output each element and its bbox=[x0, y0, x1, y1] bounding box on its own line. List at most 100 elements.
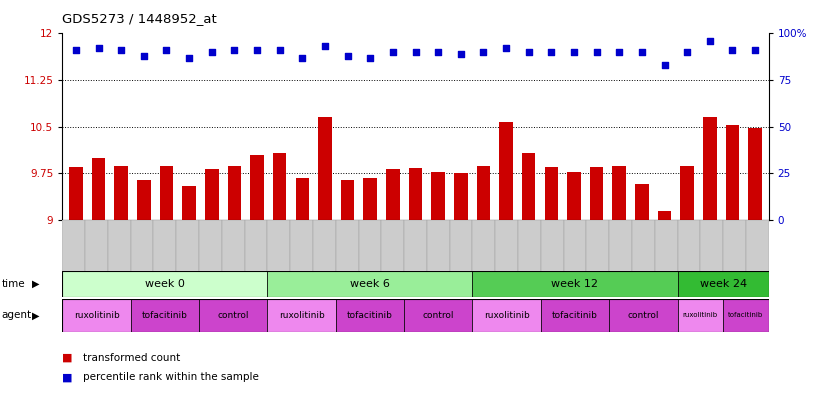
Bar bbox=[222, 220, 244, 291]
Bar bbox=[130, 220, 154, 291]
Bar bbox=[609, 299, 677, 332]
Bar bbox=[318, 118, 332, 220]
Bar bbox=[62, 220, 85, 291]
Bar bbox=[703, 118, 716, 220]
Bar bbox=[677, 271, 769, 297]
Bar bbox=[182, 186, 196, 220]
Bar bbox=[228, 166, 241, 220]
Bar bbox=[473, 220, 495, 291]
Bar bbox=[677, 220, 701, 291]
Point bbox=[544, 49, 558, 55]
Point bbox=[160, 47, 173, 53]
Bar bbox=[176, 220, 199, 291]
Text: ▶: ▶ bbox=[32, 310, 39, 320]
Point bbox=[522, 49, 535, 55]
Text: tofacitinib: tofacitinib bbox=[142, 311, 188, 320]
Point bbox=[296, 55, 309, 61]
Bar bbox=[341, 180, 354, 220]
Bar bbox=[477, 166, 490, 220]
Bar bbox=[273, 154, 287, 220]
Text: tofacitinib: tofacitinib bbox=[552, 311, 598, 320]
Point bbox=[612, 49, 626, 55]
Text: tofacitinib: tofacitinib bbox=[347, 311, 393, 320]
Bar bbox=[544, 167, 558, 220]
Bar bbox=[404, 220, 427, 291]
Bar bbox=[655, 220, 677, 291]
Text: week 6: week 6 bbox=[350, 279, 390, 289]
Bar bbox=[746, 220, 769, 291]
Bar bbox=[160, 166, 173, 220]
Bar bbox=[431, 172, 445, 220]
Point bbox=[431, 49, 445, 55]
Bar bbox=[199, 220, 222, 291]
Text: control: control bbox=[218, 311, 249, 320]
Bar bbox=[632, 220, 655, 291]
Bar bbox=[137, 180, 150, 220]
Bar bbox=[250, 155, 263, 220]
Point bbox=[228, 47, 241, 53]
Bar bbox=[386, 169, 400, 220]
Point bbox=[635, 49, 648, 55]
Bar bbox=[62, 299, 130, 332]
Bar bbox=[522, 154, 535, 220]
Point bbox=[590, 49, 603, 55]
Point bbox=[205, 49, 219, 55]
Text: ■: ■ bbox=[62, 353, 73, 363]
Bar bbox=[313, 220, 336, 291]
Point bbox=[364, 55, 377, 61]
Text: control: control bbox=[627, 311, 659, 320]
Bar bbox=[518, 220, 541, 291]
Bar bbox=[290, 220, 313, 291]
Bar bbox=[199, 299, 268, 332]
Point bbox=[137, 53, 150, 59]
Bar bbox=[69, 167, 83, 220]
Bar bbox=[681, 166, 694, 220]
Bar bbox=[85, 220, 108, 291]
Bar bbox=[62, 271, 268, 297]
Point bbox=[69, 47, 82, 53]
Text: week 24: week 24 bbox=[700, 279, 747, 289]
Bar bbox=[590, 167, 603, 220]
Point bbox=[115, 47, 128, 53]
Bar bbox=[677, 299, 723, 332]
Text: ▶: ▶ bbox=[32, 279, 39, 289]
Text: ruxolitinib: ruxolitinib bbox=[683, 312, 718, 318]
Bar bbox=[499, 122, 513, 220]
Point bbox=[658, 62, 671, 68]
Bar bbox=[154, 220, 176, 291]
Text: week 0: week 0 bbox=[145, 279, 184, 289]
Bar bbox=[268, 299, 336, 332]
Point bbox=[409, 49, 422, 55]
Bar bbox=[568, 172, 581, 220]
Point bbox=[92, 45, 106, 51]
Bar bbox=[723, 220, 746, 291]
Point bbox=[273, 47, 287, 53]
Point bbox=[749, 47, 762, 53]
Text: percentile rank within the sample: percentile rank within the sample bbox=[83, 372, 259, 382]
Bar bbox=[91, 158, 106, 220]
Bar bbox=[268, 271, 473, 297]
Bar bbox=[495, 220, 518, 291]
Bar bbox=[336, 220, 358, 291]
Bar bbox=[244, 220, 268, 291]
Bar bbox=[296, 178, 309, 220]
Bar bbox=[427, 220, 450, 291]
Bar bbox=[205, 169, 219, 220]
Point bbox=[250, 47, 263, 53]
Bar bbox=[336, 299, 404, 332]
Bar bbox=[358, 220, 381, 291]
Point bbox=[499, 45, 513, 51]
Bar bbox=[404, 299, 473, 332]
Text: control: control bbox=[422, 311, 454, 320]
Bar bbox=[268, 220, 290, 291]
Bar bbox=[115, 166, 128, 220]
Bar bbox=[612, 166, 626, 220]
Point bbox=[341, 53, 354, 59]
Text: ruxolitinib: ruxolitinib bbox=[278, 311, 324, 320]
Point bbox=[568, 49, 581, 55]
Text: week 12: week 12 bbox=[552, 279, 598, 289]
Text: agent: agent bbox=[2, 310, 32, 320]
Bar bbox=[701, 220, 723, 291]
Text: ruxolitinib: ruxolitinib bbox=[74, 311, 120, 320]
Bar bbox=[725, 125, 740, 220]
